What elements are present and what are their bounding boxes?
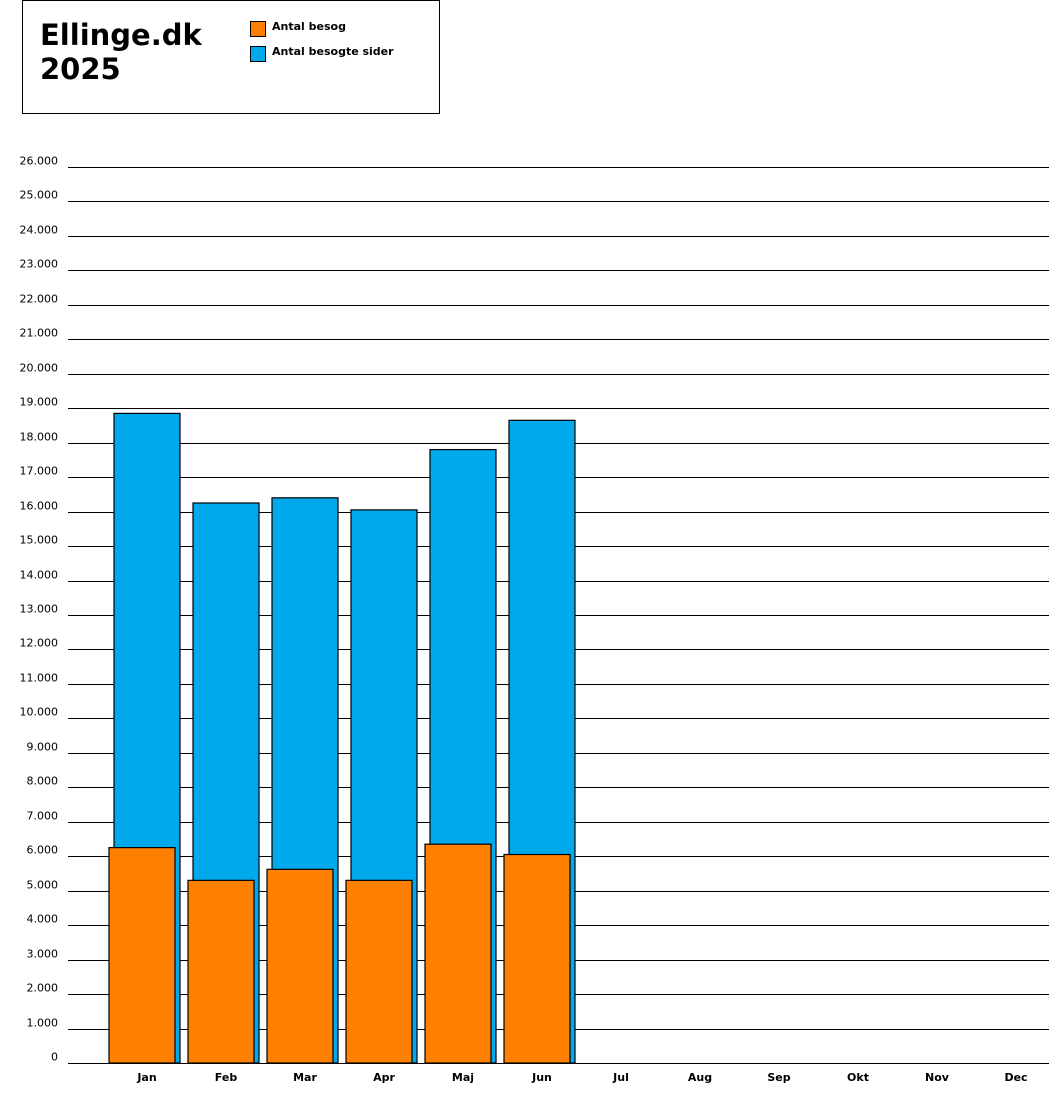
y-tick-label: 16.000 [20, 500, 59, 513]
y-tick-label: 6.000 [27, 844, 59, 857]
x-tick-label-jul: Jul [612, 1071, 629, 1084]
x-tick-label-mar: Mar [293, 1071, 317, 1084]
x-tick-label-feb: Feb [215, 1071, 238, 1084]
legend-swatch-pages [250, 46, 266, 62]
chart-title: Ellinge.dk [40, 18, 202, 52]
x-tick-label-maj: Maj [452, 1071, 474, 1084]
x-tick-label-jan: Jan [136, 1071, 156, 1084]
x-tick-label-nov: Nov [925, 1071, 950, 1084]
y-tick-label: 1.000 [27, 1017, 59, 1030]
bar-visits-apr [345, 879, 413, 1064]
y-tick-label: 8.000 [27, 775, 59, 788]
y-tick-label: 17.000 [20, 465, 59, 478]
y-tick-label: 12.000 [20, 637, 59, 650]
x-tick-label-okt: Okt [847, 1071, 869, 1084]
legend-label-visits: Antal besog [272, 20, 346, 33]
y-tick-label: 19.000 [20, 396, 59, 409]
bar-visits-maj [424, 843, 492, 1064]
bar-visits-jan [108, 847, 176, 1064]
y-tick-label: 7.000 [27, 810, 59, 823]
y-tick-label: 14.000 [20, 569, 59, 582]
y-tick-label: 15.000 [20, 534, 59, 547]
legend-label-pages: Antal besogte sider [272, 45, 394, 58]
x-tick-label-apr: Apr [373, 1071, 395, 1084]
x-tick-label-jun: Jun [531, 1071, 552, 1084]
x-tick-label-sep: Sep [767, 1071, 790, 1084]
y-axis-ticks: 0 1.000 2.000 3.000 4.000 5.000 6.000 7.000 8.00… [20, 155, 59, 1064]
y-tick-label: 21.000 [20, 327, 59, 340]
y-tick-label: 9.000 [27, 741, 59, 754]
y-tick-label: 20.000 [20, 362, 59, 375]
y-tick-label: 13.000 [20, 603, 59, 616]
y-tick-label: 4.000 [27, 913, 59, 926]
y-tick-label: 22.000 [20, 293, 59, 306]
x-tick-label-dec: Dec [1004, 1071, 1027, 1084]
y-tick-label: 26.000 [20, 155, 59, 168]
y-tick-label: 23.000 [20, 258, 59, 271]
y-tick-label: 2.000 [27, 982, 59, 995]
y-tick-label: 3.000 [27, 948, 59, 961]
y-tick-label: 5.000 [27, 879, 59, 892]
legend-swatch-visits [250, 21, 266, 37]
chart-title-box: Ellinge.dk 2025 Antal besog Antal besogt… [22, 0, 440, 114]
bars [108, 412, 576, 1064]
y-tick-label: 18.000 [20, 431, 59, 444]
x-axis-ticks: Jan Feb Mar Apr Maj Jun Jul Aug Sep Okt Nov Dec [136, 1071, 1027, 1084]
bar-visits-mar [266, 868, 334, 1064]
chart-subtitle-year: 2025 [40, 52, 121, 86]
y-tick-label: 24.000 [20, 224, 59, 237]
bar-visits-feb [187, 879, 255, 1064]
y-tick-label: 10.000 [20, 706, 59, 719]
y-tick-label: 25.000 [20, 189, 59, 202]
bar-visits-jun [503, 853, 571, 1064]
y-tick-label: 0 [51, 1051, 58, 1064]
y-tick-label: 11.000 [20, 672, 59, 685]
x-tick-label-aug: Aug [688, 1071, 712, 1084]
